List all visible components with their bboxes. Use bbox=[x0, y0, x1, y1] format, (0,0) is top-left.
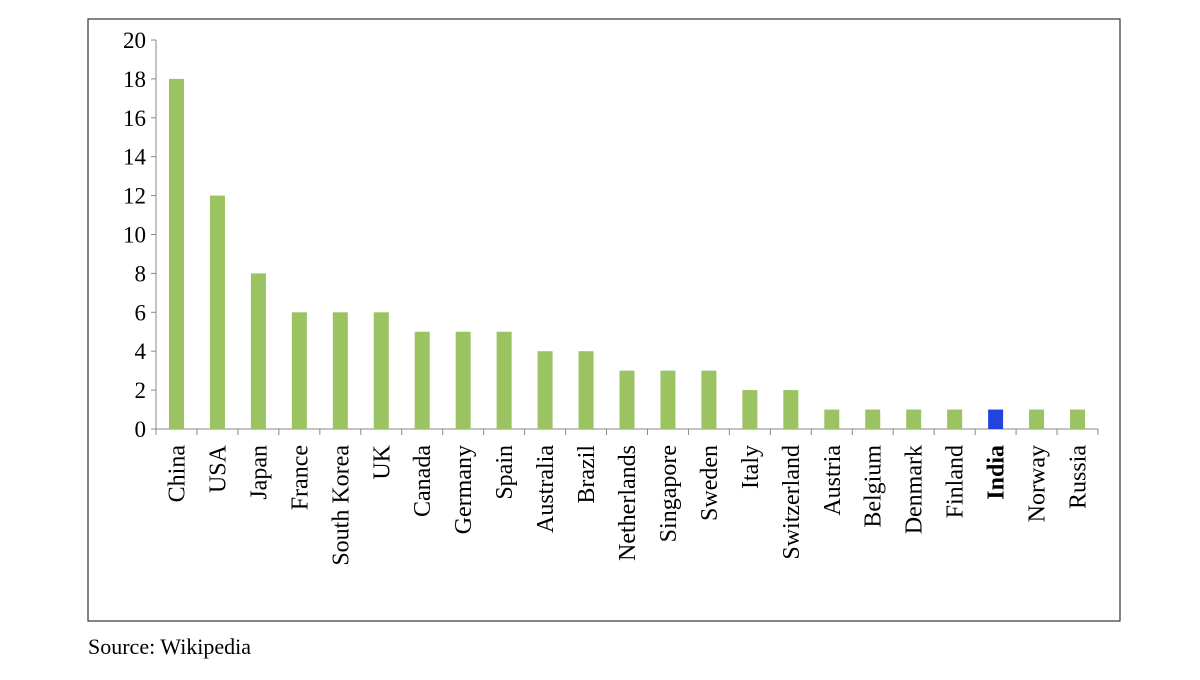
y-axis: 0 2 4 6 8 10 12 14 16 18 20 bbox=[123, 28, 157, 442]
bar-usa bbox=[209, 195, 225, 429]
bar-austria bbox=[824, 409, 840, 429]
x-axis: China USA Japan France South Korea UK Canada Ge… bbox=[155, 428, 1099, 566]
bar-sweden bbox=[701, 370, 717, 429]
source-note: Source: Wikipedia bbox=[88, 634, 252, 659]
x-tick-label: India bbox=[984, 445, 1010, 500]
y-tick-label: 10 bbox=[123, 223, 146, 248]
x-tick-label: Singapore bbox=[656, 445, 682, 542]
x-tick-label: Switzerland bbox=[779, 445, 805, 560]
bar-canada bbox=[414, 331, 430, 429]
x-tick-label: Sweden bbox=[697, 445, 723, 521]
bar-denmark bbox=[906, 409, 922, 429]
bar-china bbox=[168, 78, 184, 430]
y-tick-label: 18 bbox=[123, 67, 146, 92]
x-tick-label: Finland bbox=[943, 445, 969, 518]
x-tick-label: France bbox=[287, 445, 313, 510]
x-tick-label: China bbox=[164, 445, 190, 503]
x-tick-label: Austria bbox=[820, 445, 846, 516]
x-tick-label: USA bbox=[205, 444, 231, 493]
bar-belgium bbox=[865, 409, 881, 429]
bar-singapore bbox=[660, 370, 676, 429]
bar-netherlands bbox=[619, 370, 635, 429]
bar-spain bbox=[496, 331, 512, 429]
bar-japan bbox=[250, 273, 266, 429]
y-tick-label: 6 bbox=[135, 300, 147, 325]
y-tick-label: 0 bbox=[135, 417, 147, 442]
x-tick-label: Canada bbox=[410, 445, 436, 517]
x-tick-label: UK bbox=[369, 444, 395, 479]
x-tick-label: Germany bbox=[451, 445, 477, 534]
y-tick-label: 12 bbox=[123, 184, 146, 209]
x-tick-label: Brazil bbox=[574, 445, 600, 504]
bar-norway bbox=[1029, 409, 1045, 429]
bar-germany bbox=[455, 331, 471, 429]
x-tick-label: Spain bbox=[492, 445, 518, 500]
x-tick-label: Norway bbox=[1025, 445, 1051, 522]
x-tick-label: Italy bbox=[738, 445, 764, 489]
bar-brazil bbox=[578, 351, 594, 429]
y-tick-label: 16 bbox=[123, 106, 146, 131]
y-tick-label: 14 bbox=[123, 145, 147, 170]
y-tick-label: 2 bbox=[135, 378, 147, 403]
x-tick-label: Japan bbox=[246, 445, 272, 500]
bar-uk bbox=[373, 312, 389, 429]
x-tick-label: South Korea bbox=[328, 445, 354, 566]
y-tick-label: 8 bbox=[135, 261, 147, 286]
bar-finland bbox=[947, 409, 963, 429]
bar-switzerland bbox=[783, 390, 799, 429]
y-tick-label: 20 bbox=[123, 28, 146, 53]
bar-italy bbox=[742, 390, 758, 429]
bar-india bbox=[988, 409, 1004, 429]
chart-frame bbox=[87, 18, 1121, 622]
bars bbox=[168, 78, 1086, 430]
bar-france bbox=[291, 312, 307, 429]
x-tick-label: Russia bbox=[1066, 445, 1092, 509]
x-tick-label: Australia bbox=[533, 445, 559, 533]
y-tick-label: 4 bbox=[135, 339, 147, 364]
bar-russia bbox=[1070, 409, 1086, 429]
x-tick-label: Denmark bbox=[902, 445, 928, 534]
bar-australia bbox=[537, 351, 553, 429]
x-tick-label: Netherlands bbox=[615, 445, 641, 561]
x-tick-label: Belgium bbox=[861, 445, 887, 528]
bar-south-korea bbox=[332, 312, 348, 429]
